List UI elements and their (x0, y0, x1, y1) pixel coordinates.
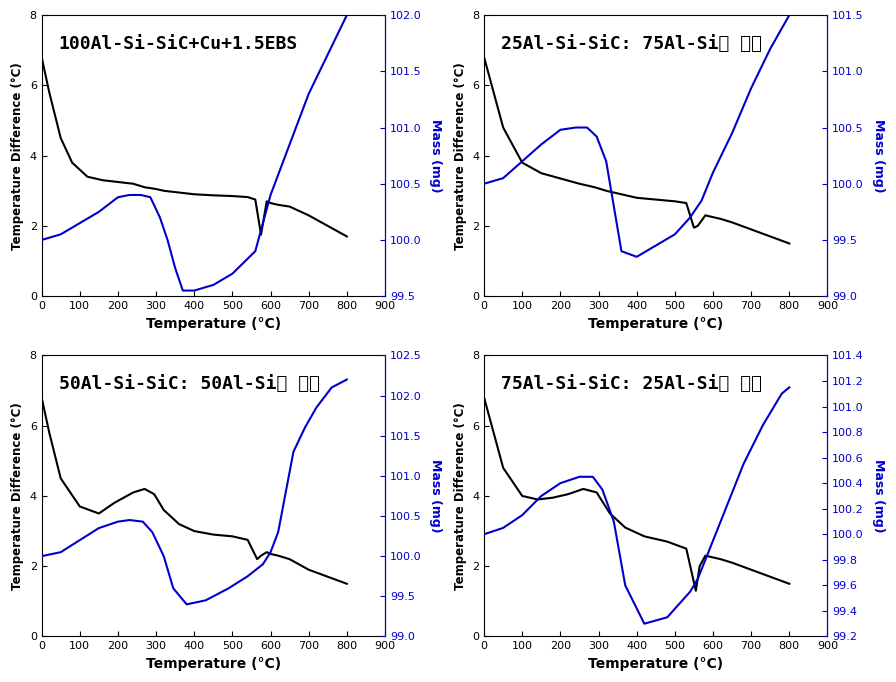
Y-axis label: Temperature Difference (°C): Temperature Difference (°C) (11, 402, 24, 590)
Text: 25Al-Si-SiC: 75Al-Si계 분말: 25Al-Si-SiC: 75Al-Si계 분말 (501, 35, 762, 53)
Text: 50Al-Si-SiC: 50Al-Si계 분말: 50Al-Si-SiC: 50Al-Si계 분말 (59, 375, 320, 393)
Y-axis label: Temperature Difference (°C): Temperature Difference (°C) (11, 62, 24, 250)
Y-axis label: Temperature Difference (°C): Temperature Difference (°C) (453, 62, 467, 250)
X-axis label: Temperature (°C): Temperature (°C) (588, 657, 723, 671)
Text: 75Al-Si-SiC: 25Al-Si계 분말: 75Al-Si-SiC: 25Al-Si계 분말 (501, 375, 762, 393)
Y-axis label: Mass (mg): Mass (mg) (872, 459, 885, 533)
Y-axis label: Mass (mg): Mass (mg) (429, 459, 443, 533)
Y-axis label: Temperature Difference (°C): Temperature Difference (°C) (453, 402, 467, 590)
X-axis label: Temperature (°C): Temperature (°C) (588, 316, 723, 331)
X-axis label: Temperature (°C): Temperature (°C) (146, 657, 280, 671)
X-axis label: Temperature (°C): Temperature (°C) (146, 316, 280, 331)
Y-axis label: Mass (mg): Mass (mg) (872, 119, 884, 192)
Y-axis label: Mass (mg): Mass (mg) (429, 119, 443, 192)
Text: 100Al-Si-SiC+Cu+1.5EBS: 100Al-Si-SiC+Cu+1.5EBS (59, 35, 298, 53)
